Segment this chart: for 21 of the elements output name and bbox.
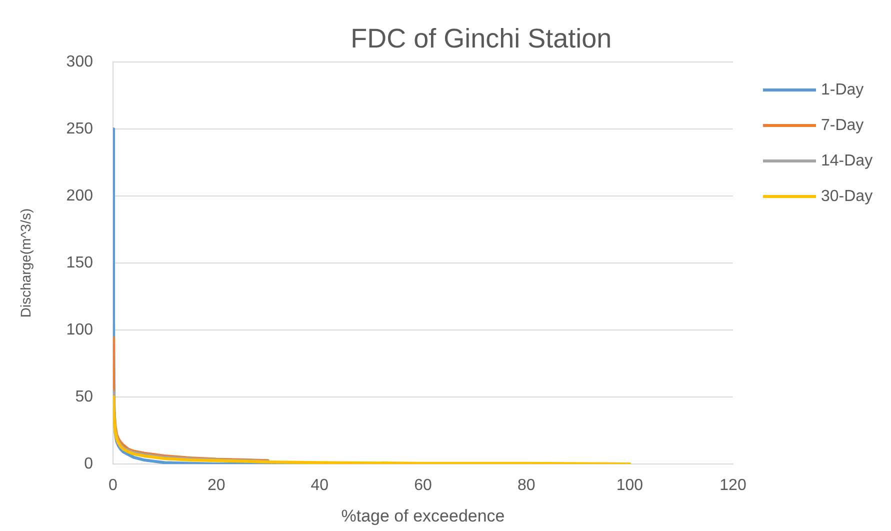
x-tick-label: 40 [310, 477, 329, 494]
x-axis-title: %tage of exceedence [341, 506, 505, 526]
y-tick-label: 300 [66, 53, 94, 70]
y-tick-label: 150 [66, 254, 94, 272]
y-tick-label: 200 [66, 187, 94, 204]
x-tick-label: 80 [517, 477, 536, 494]
y-tick-label: 100 [66, 321, 94, 338]
x-tick-label: 60 [414, 477, 432, 494]
y-axis-title: Discharge(m^3/s) [17, 208, 34, 318]
y-tick-label: 250 [66, 120, 94, 138]
x-tick-label: 20 [207, 477, 226, 494]
legend-label: 14-Day [821, 152, 873, 170]
x-tick-label: 120 [720, 477, 746, 494]
legend-label: 1-Day [821, 81, 864, 98]
y-tick-label: 0 [84, 455, 94, 472]
x-tick-label: 100 [616, 477, 644, 494]
y-tick-label: 50 [75, 388, 94, 406]
x-tick-label: 0 [108, 477, 118, 494]
legend-label: 30-Day [821, 188, 873, 205]
chart-title: FDC of Ginchi Station [350, 23, 612, 54]
legend-label: 7-Day [821, 116, 864, 134]
